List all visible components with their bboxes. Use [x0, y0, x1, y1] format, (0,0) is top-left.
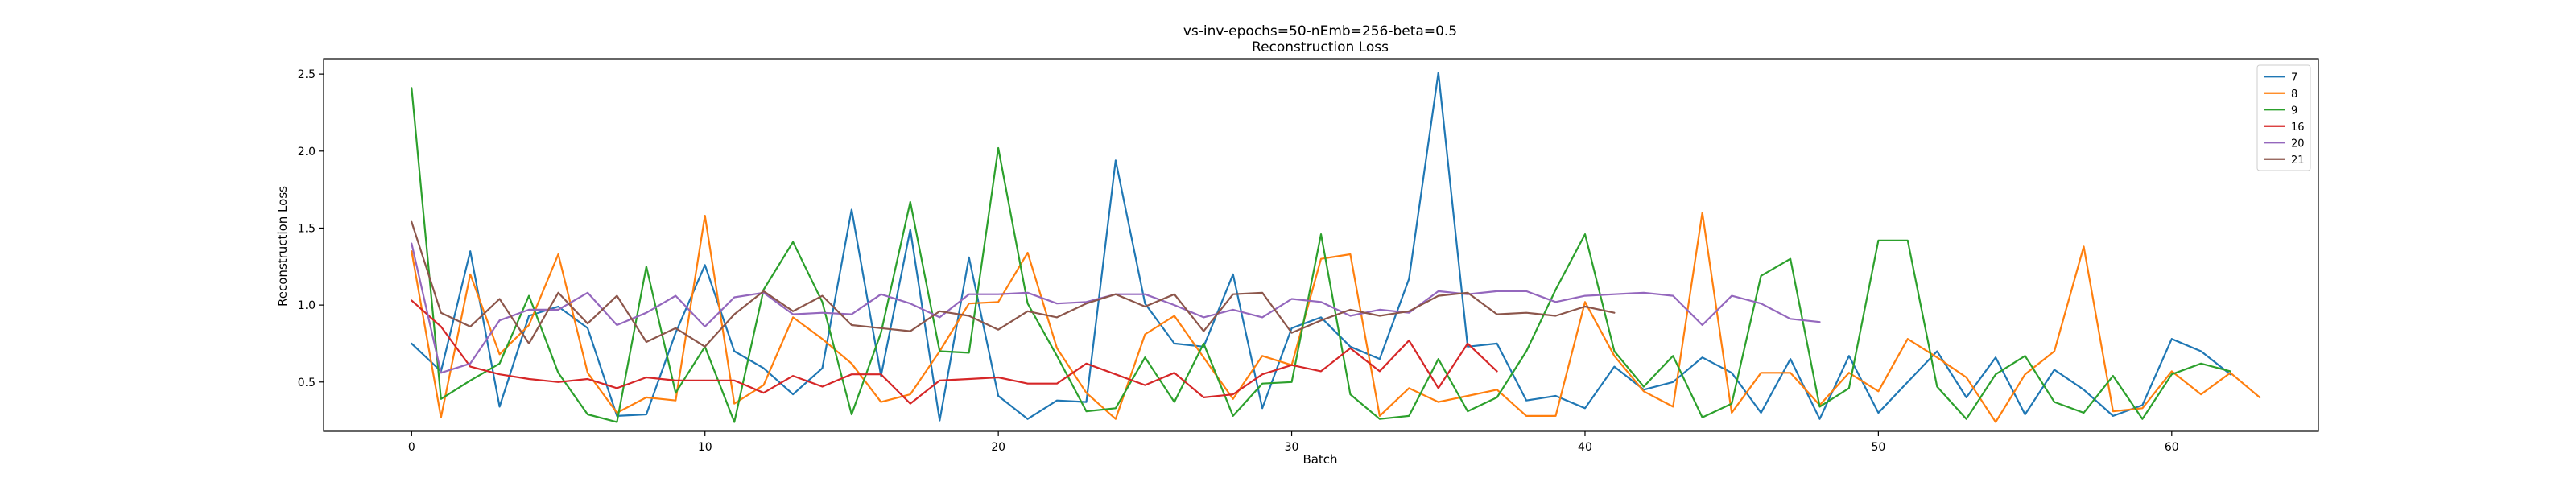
- x-tick-label: 0: [408, 441, 415, 454]
- legend-label-21: 21: [2291, 154, 2305, 167]
- x-axis-label: Batch: [1302, 452, 1337, 467]
- plot-frame: [323, 58, 2319, 432]
- y-axis-label: Reconstruction Loss: [275, 186, 290, 307]
- series-line-8: [411, 212, 2261, 423]
- y-tick-label: 1.0: [298, 299, 316, 312]
- legend-label-7: 7: [2291, 72, 2297, 84]
- x-tick-label: 10: [698, 441, 712, 454]
- x-tick-label: 60: [2165, 441, 2179, 454]
- series-line-16: [411, 299, 1498, 405]
- series-line-20: [411, 242, 1821, 374]
- series-line-7: [411, 72, 2231, 422]
- y-tick-label: 1.5: [298, 222, 316, 235]
- x-tick-label: 20: [991, 441, 1005, 454]
- plot-area: 0 10 20 30 40 50 60 0.5 1.0 1.5 2.0 2.5 7 8 9 16 20 21: [298, 58, 2319, 454]
- x-tick-label: 50: [1871, 441, 1885, 454]
- legend-label-8: 8: [2291, 89, 2297, 101]
- y-tick-label: 2.5: [298, 68, 316, 81]
- y-tick-label: 2.0: [298, 146, 316, 159]
- chart-subtitle: Reconstruction Loss: [1252, 39, 1389, 56]
- series-line-21: [411, 220, 1616, 348]
- y-tick-label: 0.5: [298, 377, 316, 389]
- legend-label-20: 20: [2291, 138, 2305, 150]
- x-tick-label: 40: [1578, 441, 1592, 454]
- series-line-9: [411, 87, 2231, 423]
- legend-label-16: 16: [2291, 122, 2305, 134]
- chart-title: vs-inv-epochs=50-nEmb=256-beta=0.5: [1183, 23, 1457, 39]
- x-tick-label: 30: [1285, 441, 1299, 454]
- legend-label-9: 9: [2291, 105, 2297, 117]
- legend-box: [2256, 64, 2311, 171]
